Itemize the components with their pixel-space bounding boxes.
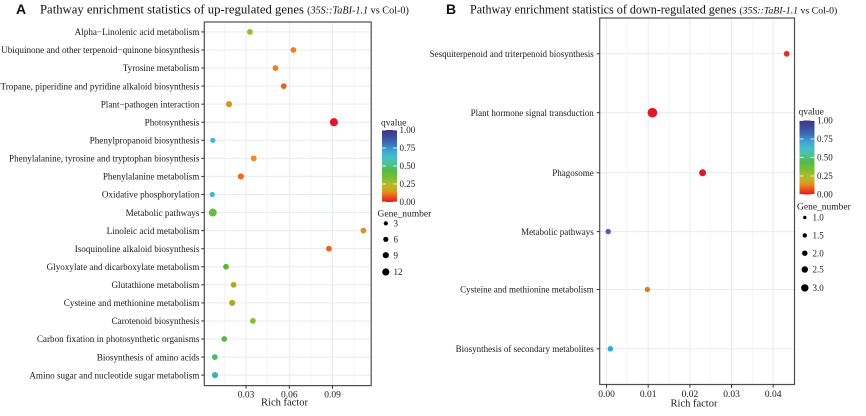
svg-text:Metabolic pathways: Metabolic pathways	[126, 208, 200, 218]
svg-text:0.09: 0.09	[324, 391, 341, 401]
svg-text:Amino sugar and nucleotide sug: Amino sugar and nucleotide sugar metabol…	[29, 370, 199, 380]
svg-text:2.0: 2.0	[813, 248, 825, 258]
svg-text:0.25: 0.25	[400, 179, 416, 189]
svg-text:1.0: 1.0	[813, 213, 825, 223]
svg-text:3: 3	[394, 219, 399, 229]
svg-text:0.02: 0.02	[682, 390, 699, 400]
svg-text:Rich factor: Rich factor	[261, 398, 308, 409]
svg-text:Carotenoid biosynthesis: Carotenoid biosynthesis	[111, 316, 199, 326]
svg-text:Ubiquinone and other terpenoid: Ubiquinone and other terpenoid−quinone b…	[1, 45, 200, 55]
svg-text:0.00: 0.00	[817, 190, 833, 200]
svg-text:2.5: 2.5	[813, 265, 825, 275]
svg-text:Glutathione metabolism: Glutathione metabolism	[111, 280, 199, 290]
svg-text:Cysteine and methionine metabo: Cysteine and methionine metabolism	[460, 285, 594, 295]
svg-text:0.04: 0.04	[765, 390, 782, 400]
svg-text:Glyoxylate and dicarboxylate m: Glyoxylate and dicarboxylate metabolism	[47, 262, 200, 272]
svg-text:1.00: 1.00	[400, 125, 416, 135]
svg-text:Phenylalanine metabolism: Phenylalanine metabolism	[103, 172, 200, 182]
svg-text:Tyrosine metabolism: Tyrosine metabolism	[123, 63, 200, 73]
svg-text:Phagosome: Phagosome	[552, 168, 594, 178]
svg-text:Pathway enrichment statistics: Pathway enrichment statistics of down-re…	[470, 3, 837, 17]
svg-text:6: 6	[394, 234, 399, 244]
svg-text:A: A	[16, 1, 26, 17]
svg-text:1.5: 1.5	[813, 231, 825, 241]
svg-text:0.06: 0.06	[281, 391, 298, 401]
svg-text:Phenylalanine, tyrosine and tr: Phenylalanine, tyrosine and tryptophan b…	[9, 154, 200, 164]
svg-text:0.01: 0.01	[640, 390, 657, 400]
svg-text:Cysteine and methionine metabo: Cysteine and methionine metabolism	[64, 298, 200, 308]
svg-text:Carbon fixation in photosynthe: Carbon fixation in photosynthetic organi…	[37, 334, 200, 344]
svg-text:Alpha−Linolenic acid metabolis: Alpha−Linolenic acid metabolism	[75, 27, 200, 37]
svg-text:3.0: 3.0	[813, 283, 825, 293]
svg-text:0.03: 0.03	[723, 390, 740, 400]
svg-text:0.50: 0.50	[400, 161, 416, 171]
svg-text:Metabolic pathways: Metabolic pathways	[521, 227, 594, 237]
svg-text:0.75: 0.75	[817, 134, 833, 144]
svg-text:qvalue: qvalue	[381, 119, 406, 129]
svg-text:Biosynthesis of amino acids: Biosynthesis of amino acids	[97, 352, 200, 362]
svg-text:12: 12	[394, 267, 403, 277]
svg-text:0.25: 0.25	[817, 171, 833, 181]
svg-text:Phenylpropanoid biosynthesis: Phenylpropanoid biosynthesis	[90, 135, 200, 145]
svg-text:Photosynthesis: Photosynthesis	[145, 117, 200, 127]
svg-text:0.03: 0.03	[238, 391, 255, 401]
svg-text:0.75: 0.75	[400, 143, 416, 153]
svg-text:Plant hormone signal transduct: Plant hormone signal transduction	[471, 108, 595, 118]
svg-text:Oxidative phosphorylation: Oxidative phosphorylation	[102, 190, 200, 200]
svg-text:Gene_number: Gene_number	[378, 210, 433, 220]
svg-text:Tropane, piperidine and pyridi: Tropane, piperidine and pyridine alkaloi…	[1, 81, 200, 91]
svg-text:9: 9	[394, 250, 399, 260]
svg-text:0.00: 0.00	[598, 390, 615, 400]
svg-text:Rich factor: Rich factor	[671, 399, 718, 410]
svg-text:Biosynthesis of secondary meta: Biosynthesis of secondary metabolites	[456, 344, 595, 354]
svg-text:0.00: 0.00	[400, 197, 416, 207]
svg-text:Pathway enrichment statistics: Pathway enrichment statistics of up-regu…	[40, 3, 409, 17]
svg-text:0.50: 0.50	[817, 153, 833, 163]
svg-text:B: B	[446, 1, 456, 17]
svg-text:1.00: 1.00	[817, 116, 833, 126]
svg-text:Plant−pathogen interaction: Plant−pathogen interaction	[101, 99, 200, 109]
svg-text:qvalue: qvalue	[799, 108, 824, 118]
svg-text:Sesquiterpenoid and triterpeno: Sesquiterpenoid and triterpenoid biosynt…	[430, 49, 595, 59]
svg-text:Gene_number: Gene_number	[797, 203, 852, 213]
svg-text:Linoleic acid metabolism: Linoleic acid metabolism	[107, 226, 200, 236]
svg-text:Isoquinoline alkaloid biosynth: Isoquinoline alkaloid biosynthesis	[75, 244, 200, 254]
